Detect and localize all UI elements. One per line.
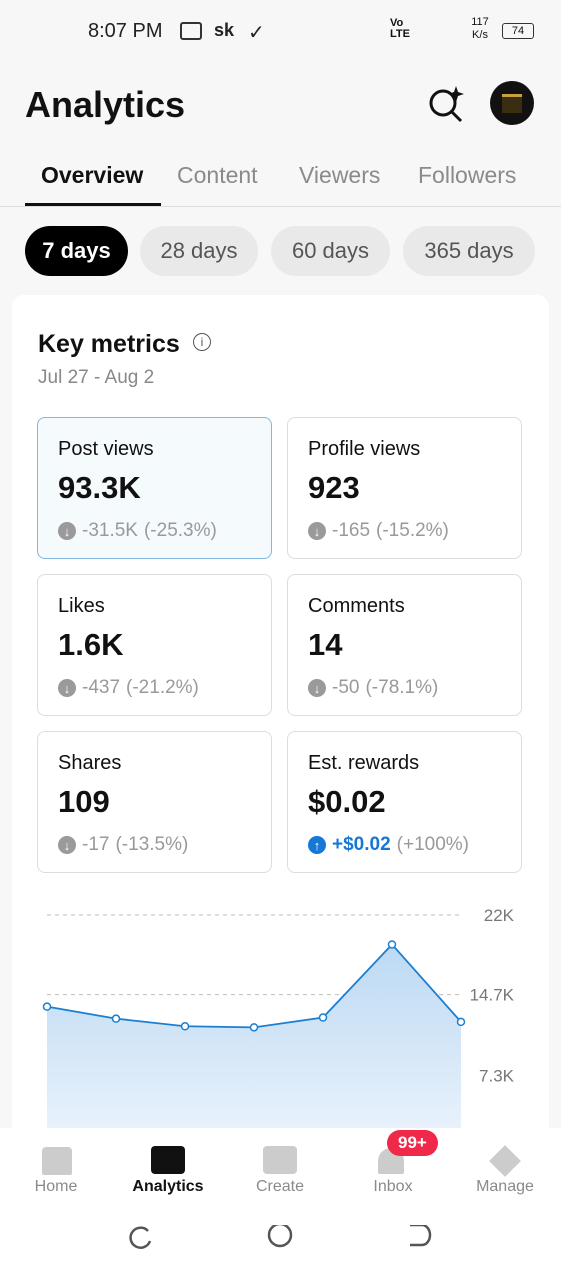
metric-value: 1.6K [58, 627, 124, 662]
battery: 74 [502, 23, 534, 39]
metric-change: ↓ -17 (-13.5%) [58, 834, 188, 856]
metric-label: Est. rewards [308, 752, 420, 774]
metric-label: Post views [58, 438, 154, 460]
metric-tile[interactable]: Shares 109 ↓ -17 (-13.5%) [37, 731, 272, 873]
date-range: Jul 27 - Aug 2 [38, 367, 155, 388]
change-percent: (-13.5%) [115, 834, 189, 855]
period-pill[interactable]: 28 days [140, 226, 258, 276]
section-title: Key metrics [38, 330, 180, 358]
point [456, 1017, 466, 1027]
change-value: -31.5K [82, 520, 138, 541]
clock: 8:07 PM [88, 20, 163, 42]
point [42, 1002, 52, 1011]
carrier: sk [214, 20, 235, 40]
nav-item[interactable]: Home [34, 1178, 78, 1195]
change-icon: ↓ [58, 836, 76, 854]
icon: ✓ [248, 22, 265, 44]
point [180, 1022, 190, 1031]
nav-item[interactable]: Manage [476, 1178, 534, 1195]
chart: 7.3K 14.7K 22K [42, 906, 515, 1128]
icon [180, 22, 202, 40]
metric-tile[interactable]: Likes 1.6K ↓ -437 (-21.2%) [37, 574, 272, 716]
divider [0, 206, 561, 207]
tab[interactable]: Followers [418, 162, 517, 188]
point [318, 1013, 328, 1022]
change-value: -17 [82, 834, 110, 855]
metric-value: 93.3K [58, 470, 141, 505]
metric-tile[interactable]: Post views 93.3K ↓ -31.5K (-25.3%) [37, 417, 272, 559]
change-percent: (-25.3%) [143, 520, 217, 541]
metric-tile[interactable]: Profile views 923 ↓ -165 (-15.2%) [287, 417, 522, 559]
change-percent: (+100%) [396, 834, 470, 855]
search-button[interactable] [426, 84, 466, 124]
change-icon: ↓ [308, 679, 326, 697]
icon [42, 1147, 72, 1175]
tab-indicator [25, 203, 161, 206]
change-icon: ↓ [58, 679, 76, 697]
tab[interactable]: Content [177, 162, 258, 188]
change-percent: (-78.1%) [365, 677, 439, 698]
metric-label: Likes [58, 595, 105, 617]
metric-value: $0.02 [308, 784, 386, 819]
change-value: -50 [332, 677, 360, 698]
y-tick-label: 14.7K [470, 986, 515, 1005]
y-tick-label: 22K [484, 906, 515, 925]
metric-label: Profile views [308, 438, 421, 460]
nav-item[interactable]: Analytics [132, 1178, 204, 1195]
change-icon: ↓ [308, 522, 326, 540]
period-pill[interactable]: 7 days [25, 226, 128, 276]
change-icon: ↓ [58, 522, 76, 540]
avatar[interactable] [490, 81, 534, 125]
metric-value: 14 [308, 627, 343, 662]
badge: 99+ [387, 1130, 438, 1156]
area [47, 944, 461, 1128]
metric-change: ↓ -31.5K (-25.3%) [58, 520, 217, 542]
speed: 117 K/s [471, 16, 489, 41]
metric-tile[interactable]: Est. rewards $0.02 ↑ +$0.02 (+100%) [287, 731, 522, 873]
tab[interactable]: Overview [41, 162, 144, 188]
metric-tile[interactable]: Comments 14 ↓ -50 (-78.1%) [287, 574, 522, 716]
change-value: -165 [332, 520, 371, 541]
change-percent: (-21.2%) [126, 677, 199, 698]
system-nav [129, 1225, 432, 1249]
change-value: +$0.02 [332, 834, 391, 855]
metric-change: ↓ -165 (-15.2%) [308, 520, 449, 542]
metric-value: 109 [58, 784, 110, 819]
nav-item[interactable]: Create [255, 1178, 305, 1195]
metric-label: Comments [308, 595, 405, 617]
page-title: Analytics [25, 84, 186, 125]
period-pill[interactable]: 365 days [403, 226, 535, 276]
change-value: -437 [82, 677, 121, 698]
info-icon[interactable]: i [193, 333, 211, 351]
metric-value: 923 [308, 470, 360, 505]
metric-change: ↓ -437 (-21.2%) [58, 677, 199, 699]
icon [151, 1146, 185, 1174]
period-pill[interactable]: 60 days [271, 226, 390, 276]
change-percent: (-15.2%) [376, 520, 449, 541]
point [249, 1023, 259, 1032]
icon [263, 1146, 297, 1174]
change-icon: ↑ [308, 836, 326, 854]
network: Vo LTE [390, 17, 410, 40]
tab[interactable]: Viewers [299, 162, 381, 188]
y-tick-label: 7.3K [479, 1066, 515, 1085]
metric-change: ↓ -50 (-78.1%) [308, 677, 438, 699]
nav-item[interactable]: Inbox [373, 1178, 413, 1195]
metric-change: ↑ +$0.02 (+100%) [308, 834, 469, 856]
point [387, 940, 397, 949]
point [111, 1014, 121, 1023]
metric-label: Shares [58, 752, 122, 774]
